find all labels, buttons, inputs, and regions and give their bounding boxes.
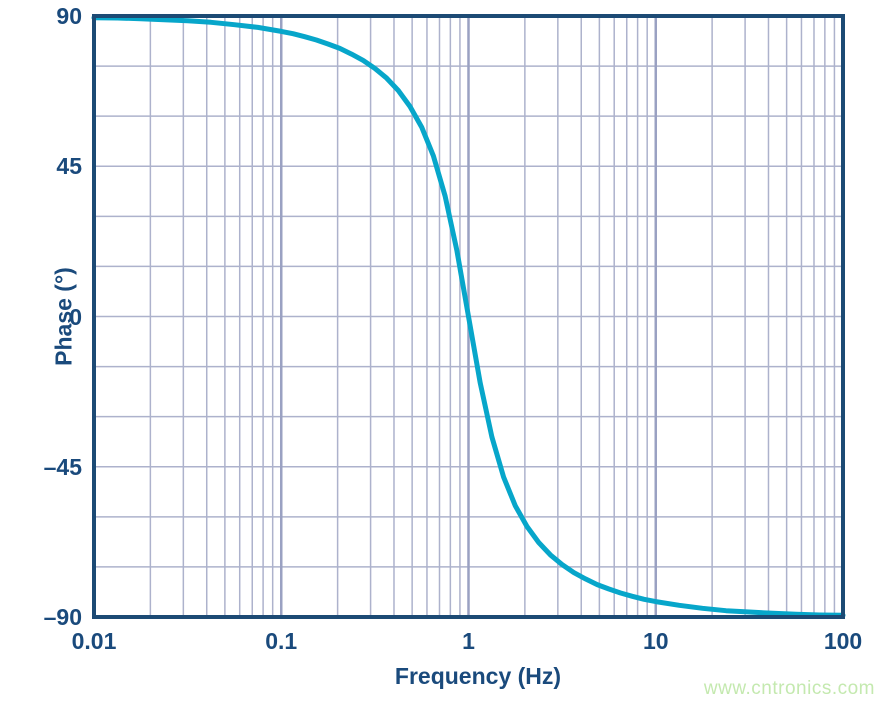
y-tick-0: 0 xyxy=(69,303,82,330)
x-tick-1: 1 xyxy=(462,628,475,654)
y-tick-90: 90 xyxy=(56,3,82,29)
y-axis-title: Phase (°) xyxy=(50,267,77,366)
plot-border xyxy=(92,14,845,619)
x-tick-100: 100 xyxy=(823,628,863,654)
y-tick-45: 45 xyxy=(56,153,82,180)
y-tick-neg90: –90 xyxy=(43,604,82,630)
watermark-text: www.cntronics.com xyxy=(703,678,875,699)
x-axis-title: Frequency (Hz) xyxy=(394,663,562,689)
y-tick-neg45: –45 xyxy=(43,453,82,480)
x-tick-0p01: 0.01 xyxy=(71,628,117,654)
x-tick-0p1: 0.1 xyxy=(265,628,298,654)
phase-curve xyxy=(91,15,846,618)
x-tick-10: 10 xyxy=(642,628,669,654)
